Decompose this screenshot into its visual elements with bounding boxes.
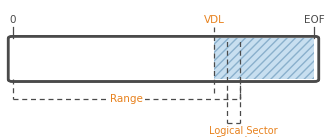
Text: Range: Range [110,94,143,104]
Bar [214,38,314,79]
FancyBboxPatch shape [8,36,319,82]
Text: EOF: EOF [303,15,324,25]
Text: VDL: VDL [204,15,225,25]
Text: Logical Sector: Logical Sector [209,126,278,136]
Text: Boundaries: Boundaries [216,136,271,137]
Text: 0: 0 [10,15,16,25]
